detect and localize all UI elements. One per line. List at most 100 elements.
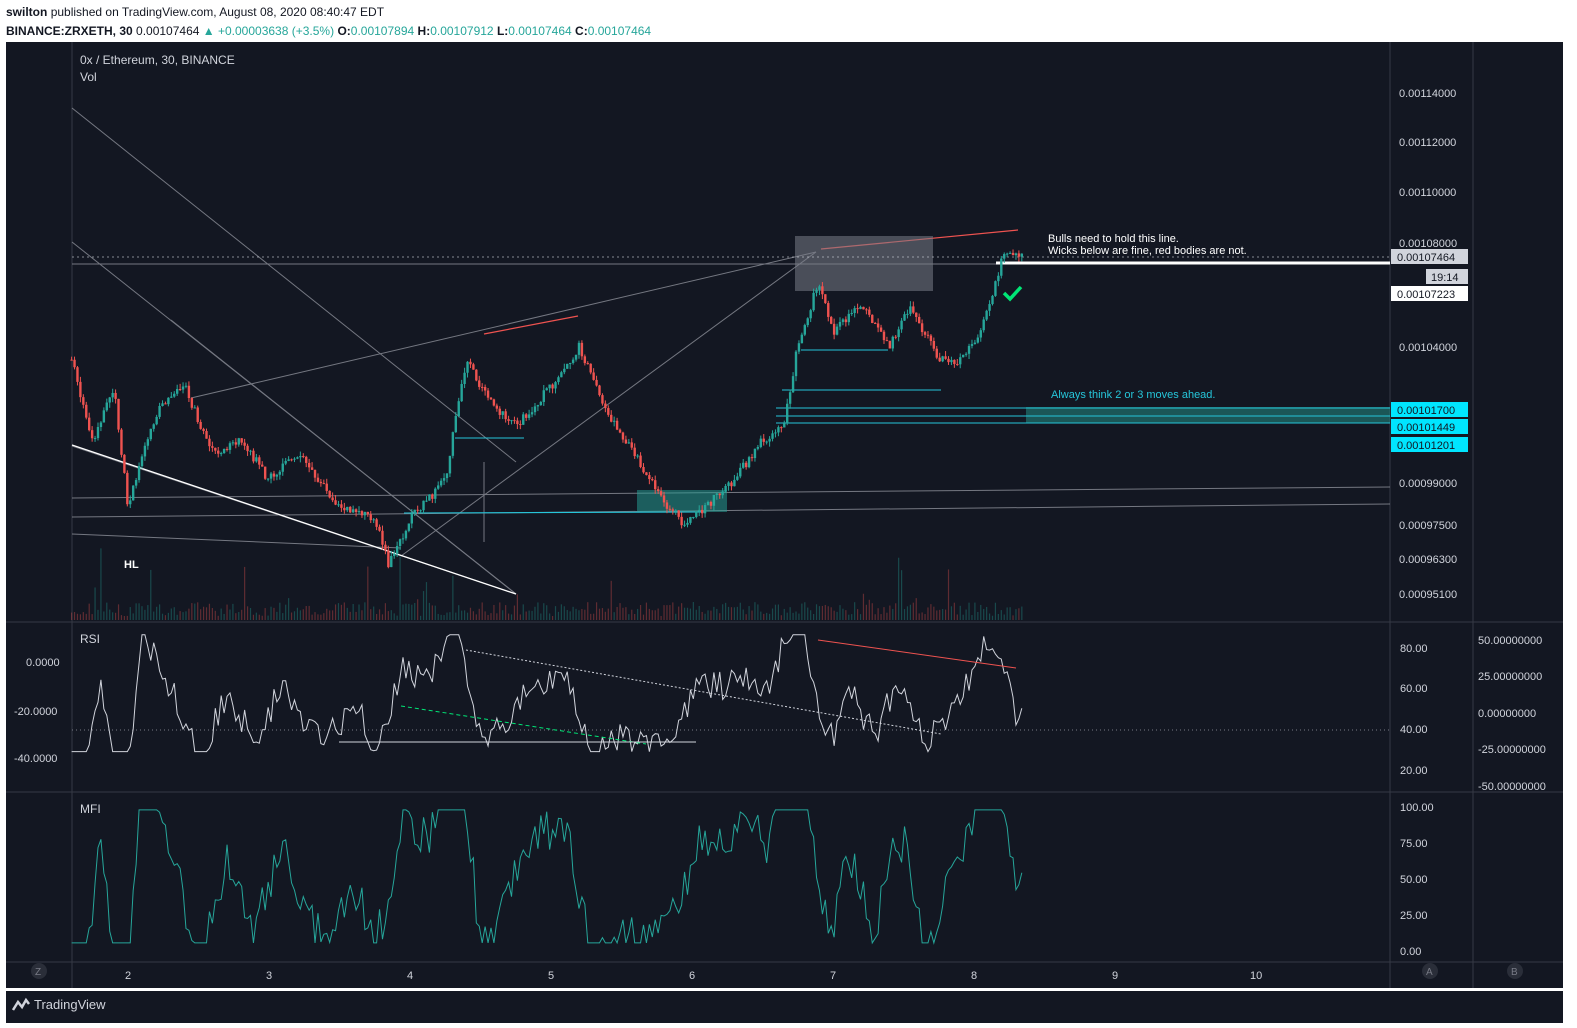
rsi-far-tick: -50.00000000 [1478,781,1546,793]
candle-body [451,432,455,456]
candle-body [683,524,686,526]
candle-body [337,504,340,506]
candle-body [548,384,551,389]
candle-body [199,421,202,429]
target-zone[interactable] [1026,407,1390,423]
volume-bar [742,609,744,620]
wedge-line[interactable] [71,444,517,595]
volume-bar [986,606,988,620]
tradingview-logo-icon[interactable] [11,996,31,1016]
candle-body [249,450,252,452]
candle-body [152,424,155,429]
note-bulls-line2[interactable]: Wicks below are fine, red bodies are not… [1048,245,1247,257]
volume-bar [82,612,84,620]
volume-bar [581,608,583,620]
volume-bar [293,611,296,620]
volume-bar [378,609,381,620]
candle-body [231,442,235,444]
volume-bar [446,612,448,620]
candle-body [387,550,390,568]
high-label: H: [417,24,431,38]
candle-body [554,382,557,389]
zoom-reset-button[interactable]: Z [31,963,47,979]
candle-body [475,369,478,381]
candle-body [973,342,977,345]
b-scale-button[interactable]: B [1507,963,1523,979]
chart-svg[interactable]: 0x / Ethereum, 30, BINANCE Vol HL Bulls … [6,42,1563,988]
time-axis[interactable]: 2 3 4 5 6 7 8 9 10 [125,970,1262,982]
volume-bar [478,608,480,620]
volume-bar [839,605,841,620]
note-think-ahead[interactable]: Always think 2 or 3 moves ahead. [1051,389,1215,401]
volume-bar [452,575,454,620]
candle-body [1017,253,1021,257]
candle-body [155,416,158,425]
rsi-divergence-lines[interactable] [339,639,1017,745]
note-bulls-line1[interactable]: Bulls need to hold this line. [1048,233,1179,245]
candle-body [929,335,933,341]
candle-body [143,445,147,457]
volume-bar [320,614,322,620]
volume-bar [255,612,257,620]
candle-body [492,399,496,406]
auto-scale-button[interactable]: A [1422,963,1438,979]
candle-body [577,342,581,355]
volume-bar [783,608,785,620]
volume-bar [516,594,518,620]
volume-bar [135,603,137,620]
mfi-tick: 100.00 [1400,802,1434,814]
volume-bar [490,613,492,620]
volume-bar [619,603,621,620]
volume-bar [921,612,923,620]
chart-area[interactable]: 0x / Ethereum, 30, BINANCE Vol HL Bulls … [6,42,1563,988]
volume-bar [733,607,736,620]
candle-body [932,340,936,349]
candle-body [434,488,437,499]
brand-name[interactable]: TradingView [34,997,106,1012]
volume-bar [502,610,504,620]
target-tag-1[interactable] [1391,402,1468,417]
volume-bar [672,602,674,620]
candle-body [428,494,431,501]
volume-bar [434,605,436,620]
volume-bar [273,607,275,620]
volume-bar [91,614,93,620]
candle-body [923,332,927,335]
candle-body [959,357,962,365]
volume-bar [150,569,152,620]
target-tag-2[interactable] [1391,419,1468,434]
volume-bar [138,603,140,620]
volume-bar [176,614,178,620]
support-lines[interactable] [403,349,1390,514]
price-axis[interactable]: 0.00114000 0.00112000 0.00110000 0.00108… [1399,88,1457,601]
author-name[interactable]: swilton [6,5,48,19]
volume-bar [851,614,853,620]
rsi-axes[interactable]: 0.0000 -20.0000 -40.0000 80.00 60.00 40.… [14,635,1546,793]
candle-body [187,385,191,399]
resistance-zone[interactable] [795,236,933,291]
volume-bar [493,604,495,620]
time-tick: 8 [971,970,977,982]
mfi-axis[interactable]: 100.00 75.00 50.00 25.00 0.00 [1400,802,1434,958]
volume-bar [164,615,167,620]
resistance-lines[interactable] [483,229,1019,335]
candle-body [976,337,980,343]
volume-bar [311,614,313,620]
trendlines[interactable] [71,107,1391,595]
hl-annotation[interactable]: HL [124,559,139,571]
candle-body [457,401,460,417]
candle-body [1020,253,1024,257]
candle-body [970,344,974,346]
mfi-line [71,809,1023,945]
volume-bar [525,611,527,620]
volume-bar [804,602,806,620]
candle-body [806,318,809,326]
target-tag-3[interactable] [1391,437,1468,452]
rsi-left-tick: 0.0000 [26,657,60,669]
volume-bar [947,569,950,620]
volume-bar [405,603,407,620]
volume-bar [191,603,193,620]
last-price-tag[interactable] [1391,249,1468,264]
level-tag[interactable] [1391,286,1468,301]
candle-body [545,388,548,391]
